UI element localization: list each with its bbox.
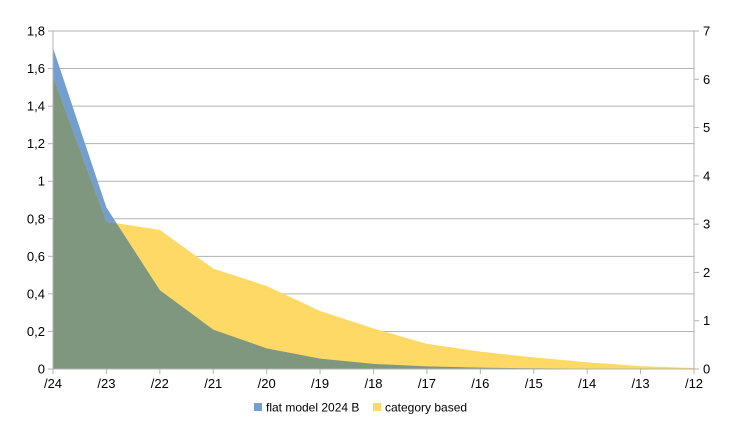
right-tick-label: 2 (703, 265, 710, 280)
x-tick-label: /18 (364, 376, 382, 391)
x-tick-label: /16 (471, 376, 489, 391)
x-tick-label: /19 (311, 376, 329, 391)
x-tick-label: /12 (685, 376, 703, 391)
x-tick-label: /14 (578, 376, 596, 391)
x-tick-label: /20 (258, 376, 276, 391)
series-area-category-based (53, 76, 694, 369)
right-tick-label: 6 (703, 72, 710, 87)
x-tick-label: /17 (418, 376, 436, 391)
left-tick-label: 0,4 (27, 286, 45, 301)
right-tick-label: 5 (703, 120, 710, 135)
right-tick-label: 3 (703, 217, 710, 232)
series-overlap-area (53, 76, 694, 369)
legend-swatch (373, 403, 381, 411)
x-tick-label: /13 (632, 376, 650, 391)
x-tick-label: /21 (204, 376, 222, 391)
left-tick-label: 1,2 (27, 136, 45, 151)
x-tick-label: /23 (97, 376, 115, 391)
x-tick-label: /15 (525, 376, 543, 391)
legend: flat model 2024 B category based (254, 401, 467, 415)
legend-item-flat-model: flat model 2024 B (254, 401, 359, 415)
plot-areas (53, 47, 694, 370)
right-tick-label: 4 (703, 168, 710, 183)
left-tick-label: 0,2 (27, 324, 45, 339)
axes: 0 0,2 0,4 0,6 0,8 1 1,2 1,4 1,6 1,8 0 1 2 3 4 5 6 7/24/23… (27, 24, 710, 392)
left-tick-label: 1,6 (27, 61, 45, 76)
x-tick-label: /24 (44, 376, 62, 391)
right-tick-label: 0 (703, 362, 710, 377)
left-tick-label: 0,8 (27, 211, 45, 226)
left-tick-label: 1,4 (27, 99, 45, 114)
right-tick-label: 7 (703, 24, 710, 39)
left-tick-label: 0,6 (27, 249, 45, 264)
legend-item-category-based: category based (373, 401, 467, 415)
left-tick-label: 1,8 (27, 24, 45, 39)
right-tick-label: 1 (703, 313, 710, 328)
left-tick-label: 1 (38, 174, 45, 189)
legend-swatch (254, 403, 262, 411)
x-tick-label: /22 (151, 376, 169, 391)
legend-label: flat model 2024 B (266, 401, 359, 415)
left-tick-label: 0 (38, 362, 45, 377)
legend-label: category based (385, 401, 467, 415)
